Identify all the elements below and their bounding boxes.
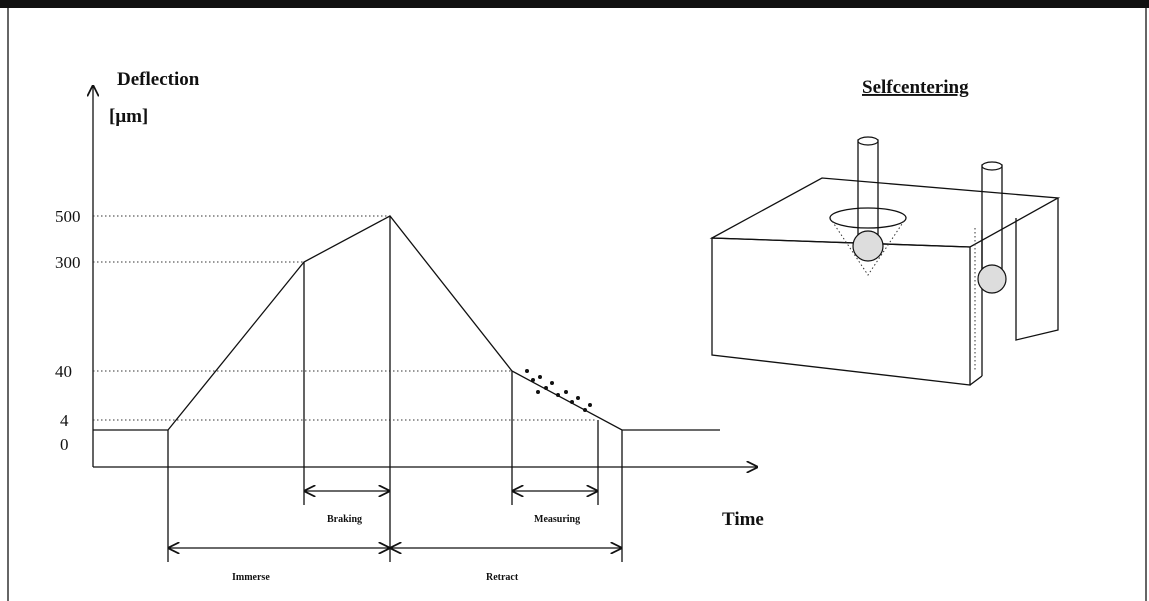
phase-lines xyxy=(167,216,623,562)
phase-label: Retract xyxy=(486,572,519,583)
workpiece-illustration xyxy=(709,136,1061,386)
axes xyxy=(93,86,757,467)
level-label: 0 xyxy=(60,435,69,454)
y-axis-unit: [μm] xyxy=(109,106,148,127)
deflection-curve xyxy=(93,215,720,431)
phase-label: Braking xyxy=(327,514,362,525)
phase-arrows xyxy=(169,491,621,548)
y-axis-label: Deflection xyxy=(117,69,200,90)
illustration-title: Selfcentering xyxy=(862,77,969,98)
phase-label: Measuring xyxy=(534,514,580,525)
scatter-dots xyxy=(525,369,592,412)
level-label: 4 xyxy=(60,411,69,430)
top-bar xyxy=(0,0,1149,8)
level-lines xyxy=(93,215,597,421)
x-axis-label: Time xyxy=(722,509,764,530)
level-label: 40 xyxy=(55,362,72,381)
phase-label: Immerse xyxy=(232,572,270,583)
level-label: 300 xyxy=(55,253,81,272)
level-label: 500 xyxy=(55,207,81,226)
